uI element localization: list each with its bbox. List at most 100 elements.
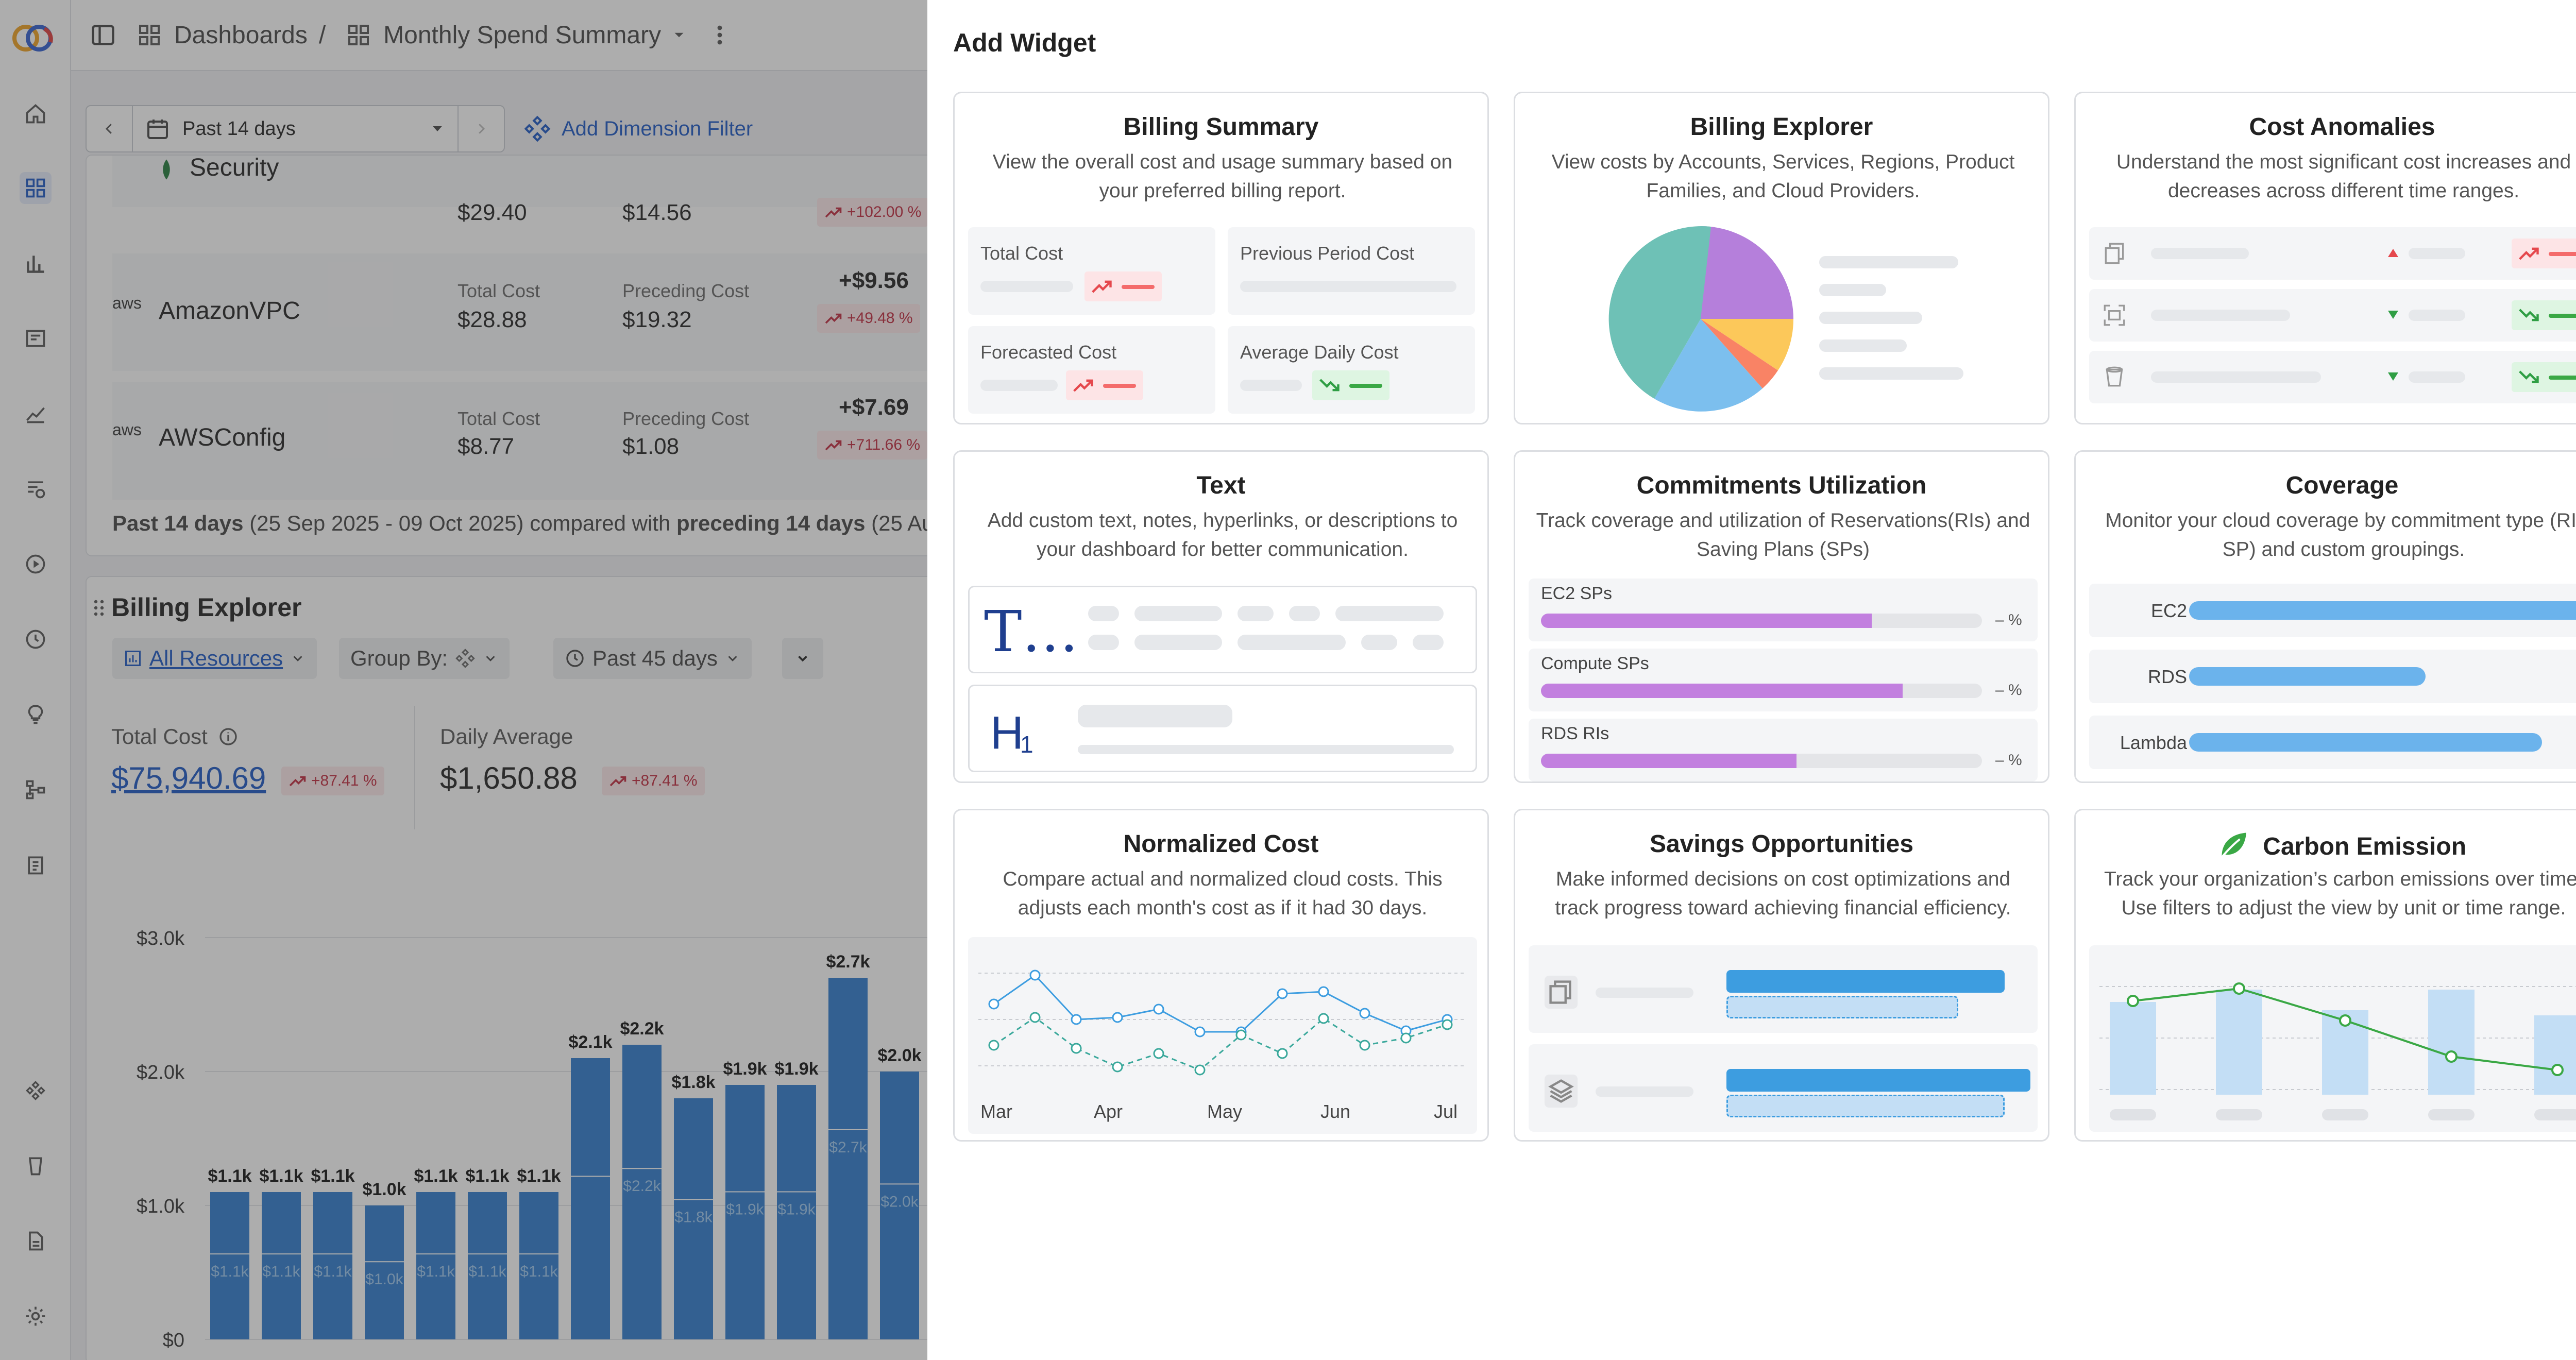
bucket-icon[interactable]: [20, 1150, 52, 1182]
chevron-down-icon: [728, 656, 737, 661]
cost-allocation-icon[interactable]: [20, 473, 52, 505]
total-cost-kpi-value[interactable]: $75,940.69: [111, 761, 266, 795]
widget-title: Savings Opportunities: [1649, 830, 1914, 858]
commitment-suffix: – %: [1995, 682, 2022, 699]
date-prev-button[interactable]: [86, 105, 133, 152]
date-range-label: Past 14 days: [182, 117, 296, 140]
group-by-select[interactable]: Group By:: [339, 638, 510, 679]
trends-icon[interactable]: [20, 398, 52, 430]
bar: [210, 1192, 249, 1339]
chevron-down-icon: [486, 656, 495, 661]
history-icon[interactable]: [20, 623, 52, 655]
bar: [622, 1045, 662, 1339]
bar-inner-label: $1.1k: [520, 1263, 558, 1280]
add-dimension-filter-button[interactable]: Add Dimension Filter: [523, 115, 753, 143]
billing-explorer-title: Billing Explorer: [111, 593, 302, 622]
widget-card-coverage[interactable]: Coverage Monitor your cloud coverage by …: [2074, 450, 2576, 783]
widget-card-cost-anomalies[interactable]: Cost Anomalies Understand the most signi…: [2074, 92, 2576, 424]
bar-inner-label: $1.1k: [417, 1263, 455, 1280]
widget-card-billing-explorer[interactable]: Billing Explorer View costs by Accounts,…: [1514, 92, 2049, 424]
add-widget-panel: Add Widget Billing Summary View the over…: [927, 0, 2576, 1360]
preview-tile: Forecasted Cost: [968, 326, 1215, 414]
scan-icon: [2104, 304, 2125, 326]
widget-card-billing-summary[interactable]: Billing Summary View the overall cost an…: [953, 92, 1489, 424]
bar-inner-label: $1.9k: [726, 1201, 764, 1218]
hierarchy-icon[interactable]: [20, 774, 52, 806]
trend-up-badge: [1066, 370, 1143, 400]
total-cost-pct-badge: +87.41 %: [281, 767, 384, 795]
widget-title: Carbon Emission: [2076, 830, 2576, 861]
preceding-cost-value: $19.32: [622, 307, 692, 332]
cost-row[interactable]: Security $29.40 $14.56 +102.00 %: [112, 156, 960, 227]
bar-inner-label: $1.8k: [674, 1209, 713, 1226]
info-icon[interactable]: [218, 726, 239, 747]
lightbulb-icon[interactable]: [20, 699, 52, 730]
month-tick-label: Jul: [1434, 1101, 1458, 1122]
bar-top-label: $1.1k: [465, 1166, 509, 1186]
chevron-down-icon: [433, 126, 442, 131]
drag-handle-icon[interactable]: [93, 598, 105, 618]
bar: [674, 1098, 713, 1339]
date-range-select[interactable]: Past 14 days: [133, 105, 457, 152]
bar-chart-icon[interactable]: [20, 247, 52, 279]
bar-inner-label: $1.1k: [262, 1263, 300, 1280]
cost-row[interactable]: aws AWSConfig Total Cost $8.77 Preceding…: [112, 382, 960, 500]
y-tick-label: $2.0k: [137, 1062, 185, 1083]
text-preview-block: T…: [968, 586, 1477, 673]
cost-row[interactable]: aws AmazonVPC Total Cost $28.88 Precedin…: [112, 253, 960, 371]
dashboard-name[interactable]: Monthly Spend Summary: [383, 21, 662, 49]
billing-explorer-bar-chart: $0 $1.0k $2.0k $3.0k $1.1k $1.1k $1.1k $1.1k $1.…: [137, 928, 960, 1360]
be-date-range-select[interactable]: Past 45 days: [553, 638, 752, 679]
cost-comparison-card: Security $29.40 $14.56 +102.00 % aws Ama…: [86, 155, 961, 556]
kpi-divider: [414, 706, 415, 829]
sidebar-toggle-icon[interactable]: [90, 22, 116, 48]
close-button[interactable]: [2567, 25, 2576, 61]
dashboards-icon[interactable]: [20, 172, 52, 204]
delta-value: +$7.69: [839, 395, 909, 420]
more-options-icon[interactable]: [715, 23, 725, 47]
coverage-row: Lambda: [2089, 716, 2576, 769]
legend-placeholder: [1819, 312, 1922, 324]
delta-value: +$9.56: [839, 268, 909, 293]
bar-inner-label: $1.0k: [365, 1271, 403, 1288]
document-icon[interactable]: [20, 1225, 52, 1257]
resources-filter[interactable]: All Resources: [112, 638, 317, 679]
bar-top-label: $2.2k: [620, 1019, 664, 1039]
bar: [519, 1192, 558, 1339]
bar-top-label: $2.1k: [568, 1032, 612, 1052]
preceding-cost-label: Preceding Cost: [622, 408, 750, 429]
heading-sample-glyph: H: [990, 707, 1024, 759]
widget-card-normalized-cost[interactable]: Normalized Cost Compare actual and norma…: [953, 809, 1489, 1142]
widget-title: Billing Summary: [1123, 113, 1319, 141]
preceding-cost-label: Preceding Cost: [622, 280, 750, 301]
bar: [725, 1085, 765, 1339]
bar-top-label: $2.0k: [877, 1046, 921, 1065]
widget-description: Track your organization’s carbon emissio…: [2104, 868, 2576, 919]
bar-top-label: $1.1k: [517, 1166, 561, 1186]
reports-icon[interactable]: [20, 322, 52, 354]
modal-backdrop[interactable]: [0, 0, 927, 1360]
normalized-cost-preview: Mar Apr May Jun Jul: [968, 937, 1477, 1134]
integrations-icon[interactable]: [20, 1075, 52, 1107]
date-next-button[interactable]: [457, 105, 505, 152]
widget-description: Compare actual and normalized cloud cost…: [1003, 868, 1443, 919]
clipboard-icon[interactable]: [20, 849, 52, 881]
calendar-icon: [147, 120, 168, 139]
home-icon[interactable]: [20, 98, 52, 130]
bar-top-label: $1.1k: [208, 1166, 251, 1186]
widget-title: Commitments Utilization: [1636, 472, 1927, 499]
settings-gear-icon[interactable]: [20, 1300, 52, 1332]
widget-card-text[interactable]: Text Add custom text, notes, hyperlinks,…: [953, 450, 1489, 783]
bar: [828, 978, 868, 1339]
widget-card-savings-opportunities[interactable]: Savings Opportunities Make informed deci…: [1514, 809, 2049, 1142]
widget-card-commitments-utilization[interactable]: Commitments Utilization Track coverage a…: [1514, 450, 2049, 783]
breadcrumb-separator: /: [318, 21, 326, 49]
savings-projected-bar: [1726, 1095, 2005, 1117]
dashboard-dropdown-icon[interactable]: [670, 26, 688, 44]
carbon-chart-graphic: [2099, 982, 2576, 1120]
breadcrumb-dashboards[interactable]: Dashboards: [174, 21, 308, 49]
play-icon[interactable]: [20, 548, 52, 580]
widget-card-carbon-emission[interactable]: Carbon Emission Track your organization’…: [2074, 809, 2576, 1142]
bar: [313, 1192, 352, 1339]
expand-options-button[interactable]: [782, 638, 823, 679]
